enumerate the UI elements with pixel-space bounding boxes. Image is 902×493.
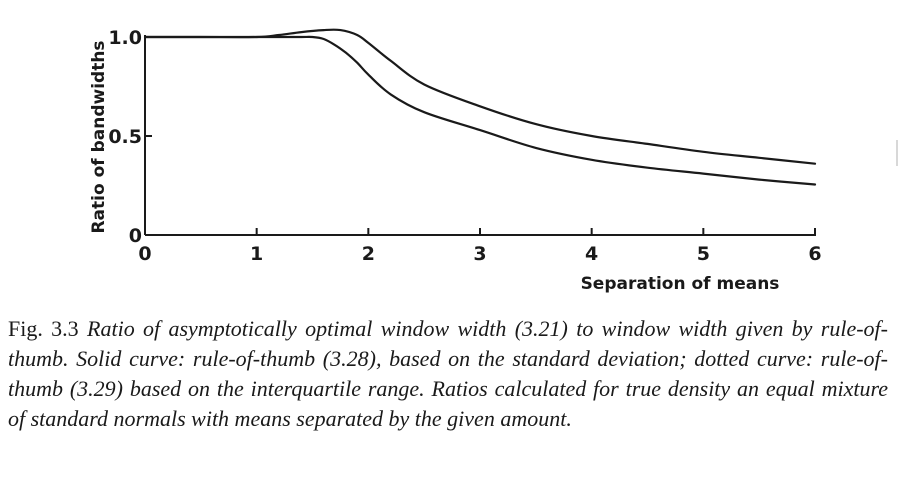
y-axis-label: Ratio of bandwidths [89,40,109,233]
x-tick-label: 0 [138,243,151,265]
caption-label: Fig. 3.3 [8,316,79,341]
y-tick-label: 1.0 [108,27,142,49]
x-axis-label: Separation of means [581,274,780,294]
figure-caption: Fig. 3.3 Ratio of asymptotically optimal… [8,314,888,434]
x-tick-label: 4 [585,243,598,265]
x-tick-label: 6 [808,243,821,265]
y-tick-label: 0.5 [108,126,142,148]
axes [144,35,816,236]
series-line-2 [143,35,817,186]
x-tick-label: 3 [473,243,486,265]
x-tick-label: 5 [697,243,710,265]
x-tick-label: 2 [362,243,375,265]
series-line-1 [143,28,817,165]
series-layer [143,28,817,186]
chart: 0 1 2 3 4 5 6 0 0.5 1.0 Separation of means Ratio… [89,27,822,294]
ticks: 0 1 2 3 4 5 6 0 0.5 1.0 [108,27,821,265]
x-tick-label: 1 [250,243,263,265]
caption-text: Ratio of asymptotically optimal window w… [8,316,888,431]
y-tick-label: 0 [129,225,142,247]
edge-mark [896,140,898,166]
